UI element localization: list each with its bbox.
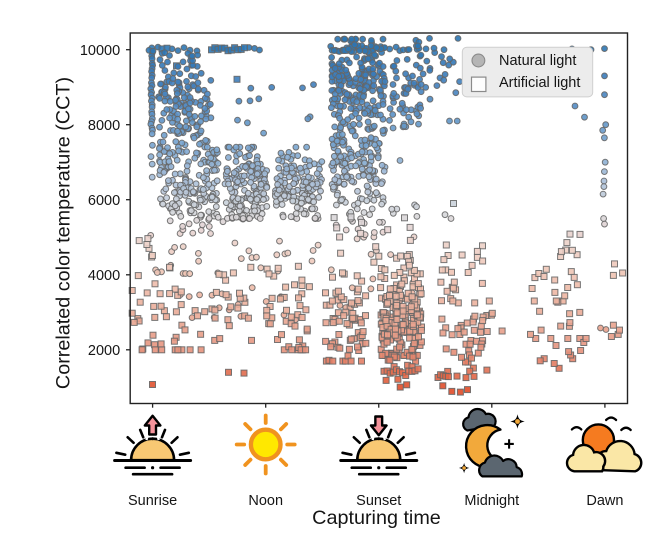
svg-text:8000: 8000 (88, 118, 120, 134)
svg-text:Midnight: Midnight (464, 493, 519, 509)
svg-text:Noon: Noon (248, 493, 283, 509)
svg-text:Sunset: Sunset (356, 493, 401, 509)
svg-text:Artificial light: Artificial light (499, 75, 580, 91)
svg-text:Correlated color temperature (: Correlated color temperature (CCT) (52, 77, 74, 389)
svg-text:6000: 6000 (88, 193, 120, 209)
svg-text:10000: 10000 (80, 43, 120, 59)
svg-text:Sunrise: Sunrise (128, 493, 177, 509)
svg-text:Natural light: Natural light (499, 53, 576, 69)
svg-text:Capturing time: Capturing time (312, 507, 441, 529)
svg-text:4000: 4000 (88, 268, 120, 284)
svg-text:2000: 2000 (88, 343, 120, 359)
svg-text:Dawn: Dawn (586, 493, 623, 509)
